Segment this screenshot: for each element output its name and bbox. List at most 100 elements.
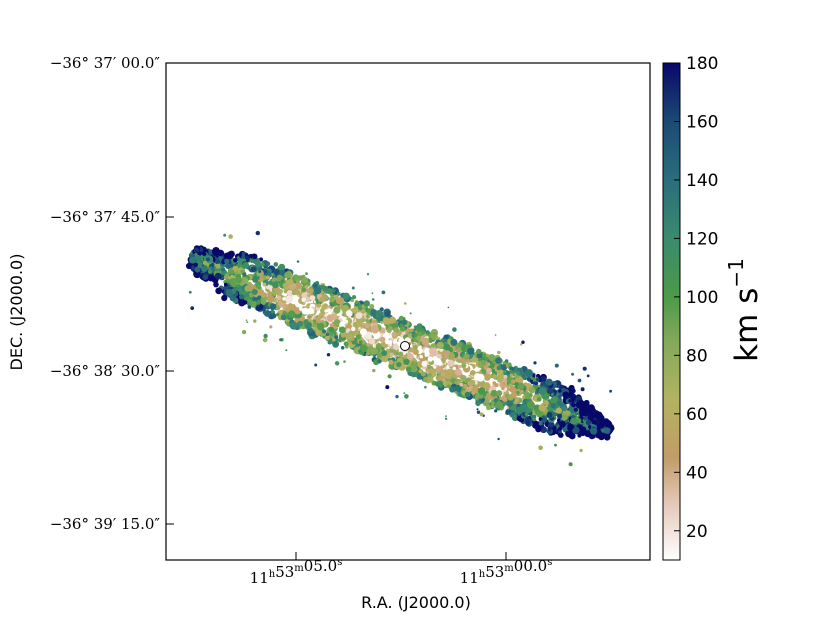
velocity-pixel <box>322 285 329 292</box>
y-axis-label: DEC. (J2000.0) <box>7 254 26 371</box>
velocity-pixel <box>568 462 573 467</box>
velocity-pixel <box>381 290 386 295</box>
velocity-pixel <box>389 352 394 357</box>
colorbar-tick-label: 140 <box>686 171 718 191</box>
velocity-pixel <box>409 312 412 315</box>
velocity-pixel <box>444 417 448 420</box>
velocity-pixel <box>540 376 547 382</box>
velocity-pixel <box>381 350 388 357</box>
velocity-pixel <box>404 302 407 305</box>
velocity-pixel <box>382 317 391 325</box>
velocity-pixel <box>565 430 570 435</box>
velocity-pixel <box>534 381 539 386</box>
velocity-pixel <box>371 298 375 301</box>
velocity-pixel <box>506 400 514 407</box>
velocity-pixel <box>370 309 378 317</box>
velocity-pixel <box>352 295 357 300</box>
velocity-pixel <box>228 234 233 239</box>
velocity-pixel <box>360 308 366 314</box>
velocity-pixel <box>189 256 197 264</box>
velocity-pixel <box>424 352 429 357</box>
velocity-pixel <box>337 291 341 296</box>
velocity-pixel <box>241 254 246 259</box>
velocity-pixel <box>250 301 257 308</box>
velocity-pixel <box>301 292 308 299</box>
velocity-pixel <box>398 351 404 357</box>
velocity-pixel <box>525 420 531 426</box>
velocity-pixel <box>255 230 260 236</box>
velocity-pixel <box>276 274 283 281</box>
velocity-pixel <box>370 347 378 355</box>
velocity-pixel <box>503 370 507 374</box>
velocity-pixel <box>416 323 423 329</box>
velocity-pixel <box>312 283 318 288</box>
velocity-pixel <box>588 425 592 429</box>
velocity-pixel <box>312 326 317 330</box>
velocity-pixel <box>448 352 455 360</box>
velocity-pixel <box>332 301 338 306</box>
velocity-pixel <box>371 325 379 334</box>
velocity-pixel <box>228 268 235 275</box>
velocity-pixel <box>589 427 598 435</box>
velocity-pixel <box>385 385 390 390</box>
velocity-pixel <box>333 306 341 314</box>
velocity-pixel <box>571 433 576 438</box>
velocity-pixel <box>519 389 524 394</box>
velocity-pixel <box>538 445 543 451</box>
velocity-pixel <box>350 298 355 303</box>
velocity-pixel <box>583 406 589 411</box>
velocity-pixel <box>221 267 226 272</box>
velocity-pixel <box>355 312 363 319</box>
velocity-pixel <box>339 321 346 327</box>
velocity-pixel <box>267 294 274 302</box>
velocity-pixel <box>554 443 557 447</box>
velocity-pixel <box>274 269 280 275</box>
x-tick-unit: s <box>337 557 342 568</box>
velocity-pixel <box>514 398 519 403</box>
velocity-pixel <box>599 423 605 429</box>
velocity-pixel <box>215 254 219 258</box>
velocity-pixel <box>194 266 201 273</box>
velocity-pixel <box>532 421 540 428</box>
velocity-pixel <box>358 340 363 345</box>
velocity-pixel <box>421 360 428 367</box>
velocity-pixel <box>544 400 549 406</box>
velocity-pixel <box>492 374 497 379</box>
velocity-pixel <box>372 368 376 373</box>
velocity-pixel <box>233 258 238 263</box>
velocity-pixel <box>417 331 423 337</box>
plot-frame <box>165 62 651 561</box>
velocity-pixel <box>326 353 331 357</box>
velocity-pixel <box>262 282 267 287</box>
velocity-pixel <box>269 325 273 329</box>
velocity-pixel <box>490 389 498 397</box>
velocity-pixel <box>603 427 611 435</box>
x-tick-h: 11 <box>460 569 479 587</box>
velocity-pixel <box>526 408 532 414</box>
velocity-pixel <box>202 274 209 280</box>
velocity-pixel <box>231 288 237 293</box>
velocity-pixel <box>419 355 423 359</box>
velocity-pixel <box>536 396 542 402</box>
velocity-pixel <box>579 410 585 416</box>
velocity-pixel <box>568 399 572 403</box>
svg-text:km s−1: km s−1 <box>724 258 765 362</box>
velocity-pixel <box>528 387 536 394</box>
velocity-pixel <box>340 332 346 338</box>
velocity-pixel <box>214 272 222 280</box>
velocity-pixel <box>424 385 427 389</box>
velocity-pixel <box>351 286 355 290</box>
velocity-pixel <box>421 330 426 335</box>
velocity-pixel <box>439 384 443 388</box>
velocity-pixel <box>257 289 265 296</box>
velocity-pixel <box>533 361 537 365</box>
velocity-pixel <box>587 404 595 412</box>
velocity-pixel <box>504 359 509 363</box>
velocity-pixel <box>511 414 519 422</box>
velocity-pixel <box>406 353 414 361</box>
velocity-pixel <box>229 295 236 302</box>
velocity-pixel <box>575 400 584 409</box>
velocity-pixel <box>344 323 352 331</box>
velocity-pixel <box>229 278 237 286</box>
velocity-pixel <box>395 394 399 399</box>
